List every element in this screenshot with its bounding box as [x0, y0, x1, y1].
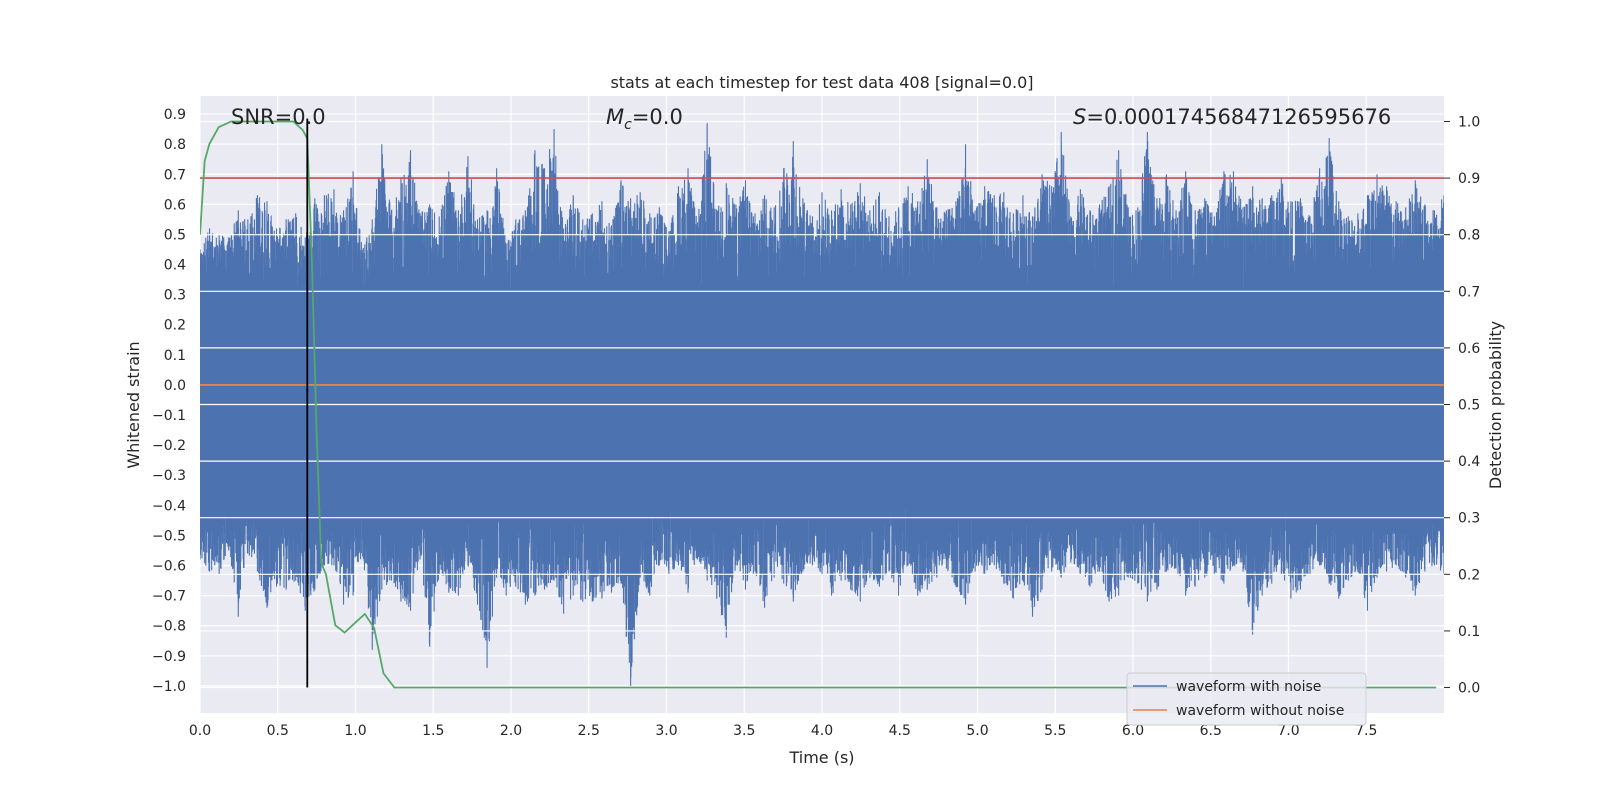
chirp-mass-symbol: M [606, 105, 624, 129]
y-left-tick-label: −0.1 [152, 408, 186, 424]
x-tick-label: 7.5 [1355, 723, 1377, 739]
y-left-tick-label: −0.4 [152, 498, 186, 514]
y-right-tick-label: 0.4 [1458, 454, 1480, 470]
y-left-tick-label: 0.9 [164, 107, 186, 123]
y-right-tick-label: 1.0 [1458, 114, 1480, 130]
legend: waveform with noise waveform without noi… [1126, 672, 1367, 726]
chirp-mass-subscript: c [624, 117, 632, 133]
y-left-tick-label: 0.3 [164, 288, 186, 304]
y-left-tick-label: 0.4 [164, 258, 186, 274]
overlay-lines [200, 118, 1444, 689]
legend-label-noise: waveform with noise [1176, 679, 1321, 695]
y-right-tick-label: 0.1 [1458, 624, 1480, 640]
x-tick-label: 5.0 [966, 723, 988, 739]
legend-label-no-noise: waveform without noise [1176, 703, 1344, 719]
y-axis-left-ticks: 0.9 0.8 0.7 0.6 0.5 0.4 0.3 0.2 0.1 0.0 −0.1 −0.2 −0… [152, 107, 186, 695]
y-left-tick-label: −0.5 [152, 528, 186, 544]
y-axis-right-label: Detection probability [1486, 321, 1505, 489]
x-tick-label: 4.0 [811, 723, 833, 739]
y-right-tick-label: 0.8 [1458, 228, 1480, 244]
y-left-tick-label: 0.1 [164, 348, 186, 364]
y-left-tick-label: 0.8 [164, 137, 186, 153]
x-tick-label: 6.0 [1122, 723, 1144, 739]
x-tick-label: 3.5 [733, 723, 755, 739]
y-left-tick-label: 0.5 [164, 227, 186, 243]
x-tick-label: 1.0 [344, 723, 366, 739]
s-annotation: S=0.00017456847126595676 [1073, 105, 1391, 129]
x-tick-label: 0.0 [189, 723, 211, 739]
s-value: =0.00017456847126595676 [1086, 105, 1391, 129]
y-left-tick-label: −0.2 [152, 438, 186, 454]
x-axis-ticks: 0.0 0.5 1.0 1.5 2.0 2.5 3.0 3.5 4.0 4.5 5.0 5.5 6.0 6… [189, 723, 1378, 739]
x-tick-label: 3.0 [655, 723, 677, 739]
x-tick-label: 7.0 [1277, 723, 1299, 739]
y-left-tick-label: −0.6 [152, 559, 186, 575]
chart-title: stats at each timestep for test data 408… [610, 73, 1033, 92]
y-right-tick-label: 0.0 [1458, 681, 1480, 697]
x-tick-label: 1.5 [422, 723, 444, 739]
y-axis-right-ticks: 1.0 0.9 0.8 0.7 0.6 0.5 0.4 0.3 0.2 0.1 0.0 [1444, 114, 1480, 697]
chirp-mass-annotation: Mc=0.0 [606, 105, 683, 133]
series-waveform-with-noise [200, 123, 1444, 686]
y-left-tick-label: −0.3 [152, 468, 186, 484]
x-tick-label: 2.5 [578, 723, 600, 739]
y-right-tick-label: 0.6 [1458, 341, 1480, 357]
y-left-tick-label: 0.0 [164, 378, 186, 394]
y-left-tick-label: −1.0 [152, 679, 186, 695]
x-tick-label: 4.5 [889, 723, 911, 739]
y-right-tick-label: 0.7 [1458, 284, 1480, 300]
y-left-tick-label: 0.2 [164, 318, 186, 334]
y-right-tick-label: 0.5 [1458, 398, 1480, 414]
y-right-tick-label: 0.2 [1458, 567, 1480, 583]
y-left-tick-label: 0.6 [164, 197, 186, 213]
x-axis-label: Time (s) [788, 748, 854, 767]
y-right-tick-label: 0.3 [1458, 511, 1480, 527]
y-left-tick-label: −0.9 [152, 649, 186, 665]
noise-core-band [200, 303, 1444, 503]
legend-box [1126, 672, 1367, 726]
s-symbol: S [1073, 105, 1086, 129]
snr-annotation: SNR=0.0 [231, 105, 326, 129]
y-axis-left-label: Whitened strain [124, 341, 143, 468]
x-tick-label: 2.0 [500, 723, 522, 739]
x-tick-label: 0.5 [267, 723, 289, 739]
x-tick-label: 6.5 [1200, 723, 1222, 739]
y-right-tick-label: 0.9 [1458, 171, 1480, 187]
y-left-tick-label: −0.7 [152, 589, 186, 605]
series-detection-probability [200, 120, 1437, 689]
y-left-tick-label: 0.7 [164, 167, 186, 183]
y-left-tick-label: −0.8 [152, 619, 186, 635]
chirp-mass-value: =0.0 [632, 105, 683, 129]
x-tick-label: 5.5 [1044, 723, 1066, 739]
